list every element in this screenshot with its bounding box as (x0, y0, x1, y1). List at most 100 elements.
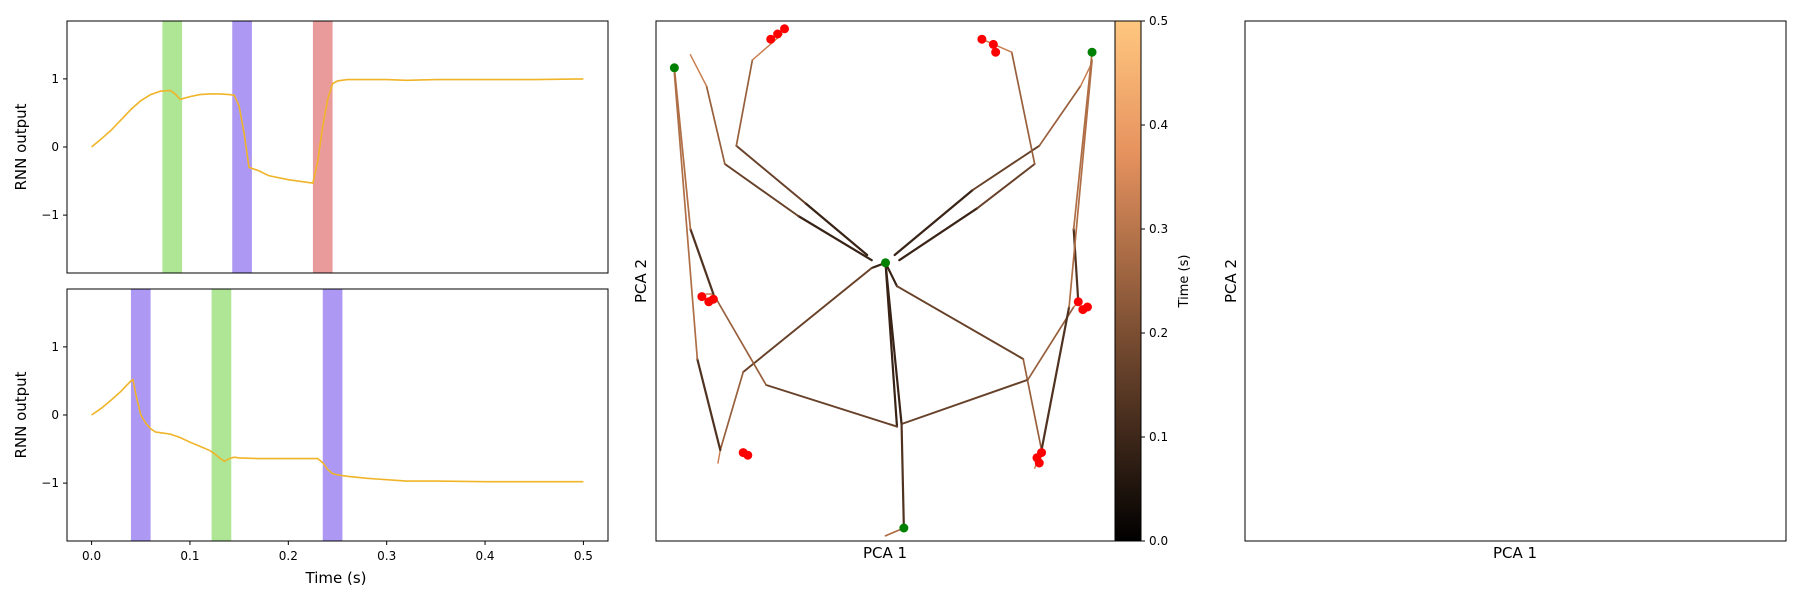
output-line-0 (91, 78, 584, 184)
trajectory-2-segment-1 (971, 144, 1041, 191)
trajectory-2-segment-2 (1038, 85, 1082, 147)
bottom-line-panel: 1 0 −1 0.0 0.1 0.2 0.3 0.4 0.5 RNN output Time … (12, 288, 609, 587)
stimulus-spans (162, 21, 333, 273)
trajectory-3-segment-2 (1010, 51, 1036, 165)
end-point-1 (773, 29, 783, 39)
stimulus-span-2 (312, 21, 333, 273)
colorbar-tick-label: 0.1 (1149, 430, 1168, 444)
trajectory-6-segment-1 (765, 384, 898, 428)
colorbar-tick-label: 0.5 (1149, 14, 1168, 28)
trajectory-8-segment-0 (689, 227, 715, 296)
colorbar-ticks: 0.0 0.1 0.2 0.3 0.4 0.5 (1141, 14, 1168, 548)
x-tick-label: 0.0 (82, 549, 101, 563)
start-point-2 (1087, 47, 1097, 57)
stimulus-spans (130, 289, 343, 541)
trajectory-1-segment-2 (705, 85, 726, 165)
y-tick-label: −1 (41, 208, 59, 222)
trajectory-9-segment-1 (1072, 51, 1093, 230)
stimulus-span-1 (211, 289, 232, 541)
y-axis-label: PCA 2 (632, 259, 650, 303)
end-point-0 (766, 34, 776, 44)
pca-trajectory-panel: PCA 1 PCA 2 0.0 0.1 0.2 0.3 0.4 0.5 Time (s) (632, 14, 1192, 562)
x-tick-label: 0.3 (377, 549, 396, 563)
end-point-16 (1037, 448, 1047, 458)
trajectory-4-segment-2 (719, 371, 745, 451)
trajectory-1-segment-1 (723, 163, 800, 217)
y-axis-label: RNN output (12, 103, 30, 190)
x-axis-label: Time (s) (305, 569, 367, 587)
trajectory-12-segment-1 (1068, 59, 1093, 308)
trajectory-7-segment-1 (900, 378, 1029, 425)
trajectory-5-segment-1 (895, 285, 1025, 360)
trajectory-11-segment-1 (673, 72, 699, 360)
trajectory-4-segment-3 (717, 449, 721, 464)
top-line-panel: 1 0 −1 RNN output (12, 20, 609, 274)
trajectory-1-segment-0 (797, 214, 873, 262)
colorbar-tick-label: 0.3 (1149, 222, 1168, 236)
end-point-3 (977, 34, 987, 44)
end-point-8 (708, 294, 718, 304)
colorbar-gradient (1114, 20, 1142, 542)
y-tick-label: 0 (51, 140, 59, 154)
trajectory-7-segment-0 (884, 261, 903, 426)
y-axis-label: PCA 2 (1222, 259, 1240, 303)
output-series (91, 78, 584, 184)
trajectory-11-segment-0 (696, 357, 722, 452)
stimulus-span-2 (322, 289, 343, 541)
x-axis-label: PCA 1 (1493, 544, 1537, 562)
end-point-4 (988, 39, 998, 49)
axes-frame (1244, 20, 1787, 542)
trajectory-2-segment-0 (893, 188, 974, 257)
x-tick-label: 0.5 (574, 549, 593, 563)
y-tick-label: 1 (51, 72, 59, 86)
trajectory-12-segment-0 (1040, 305, 1071, 452)
trajectory-6-segment-2 (712, 293, 768, 386)
trajectory-1-segment-3 (689, 54, 708, 87)
trajectory-8-segment-1 (673, 66, 692, 230)
colorbar-tick-label: 0.0 (1149, 534, 1168, 548)
output-line-0 (91, 378, 584, 483)
x-tick-label: 0.1 (180, 549, 199, 563)
colorbar: 0.0 0.1 0.2 0.3 0.4 0.5 Time (s) (1114, 14, 1192, 548)
x-tick-label: 0.2 (279, 549, 298, 563)
pca-empty-panel: PCA 1 PCA 2 (1222, 20, 1787, 562)
x-tick-label: 0.4 (475, 549, 494, 563)
colorbar-label: Time (s) (1177, 255, 1192, 309)
trajectory-10-segment-0 (900, 422, 905, 530)
end-point-9 (1073, 297, 1083, 307)
trajectories (673, 33, 1093, 537)
start-point-3 (899, 523, 909, 533)
end-point-5 (991, 47, 1001, 57)
end-point-2 (780, 24, 790, 34)
trajectory-5-segment-2 (1022, 358, 1043, 451)
end-point-11 (1082, 302, 1092, 312)
stimulus-span-1 (232, 21, 252, 273)
trajectory-points (669, 24, 1097, 533)
y-tick-label: 1 (51, 340, 59, 354)
y-ticks: 1 0 −1 (41, 340, 67, 490)
stimulus-span-0 (162, 21, 183, 273)
trajectory-0-segment-1 (735, 144, 807, 204)
trajectory-0-segment-2 (735, 59, 754, 147)
y-ticks: 1 0 −1 (41, 72, 67, 222)
y-tick-label: 0 (51, 408, 59, 422)
output-series (91, 378, 584, 483)
axes-frame (66, 20, 609, 274)
axes-background (656, 21, 1115, 541)
start-point-0 (881, 258, 890, 268)
start-point-1 (669, 63, 679, 73)
end-point-13 (743, 450, 753, 460)
trajectory-3-segment-1 (976, 163, 1036, 210)
trajectory-4-segment-1 (742, 267, 873, 373)
trajectory-0-segment-0 (804, 201, 869, 257)
y-tick-label: −1 (41, 476, 59, 490)
end-point-15 (1034, 458, 1044, 468)
colorbar-tick-label: 0.2 (1149, 326, 1168, 340)
colorbar-tick-label: 0.4 (1149, 118, 1168, 132)
y-axis-label: RNN output (12, 371, 30, 458)
x-ticks: 0.0 0.1 0.2 0.3 0.4 0.5 (82, 541, 593, 563)
x-axis-label: PCA 1 (863, 544, 907, 562)
trajectory-3-segment-0 (898, 207, 979, 262)
end-point-6 (697, 292, 707, 302)
